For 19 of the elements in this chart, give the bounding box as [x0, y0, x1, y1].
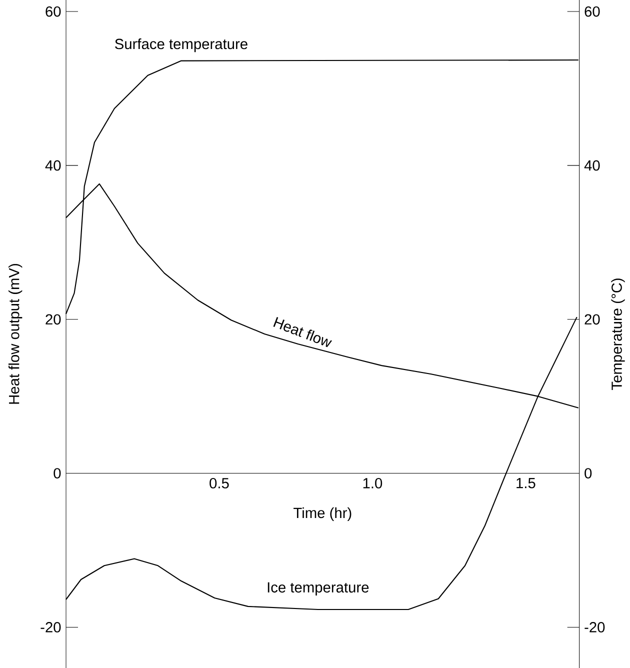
series-label: Ice temperature	[268, 582, 369, 596]
y2-tick-label: 40	[584, 160, 600, 171]
y-tick-label: 60	[46, 6, 61, 17]
y2-tick-label: 0	[584, 468, 592, 478]
y2-tick-label: 20	[584, 314, 600, 325]
y2-tick-label: -20	[584, 622, 605, 632]
y-axis-title: Heat flow output (mV)	[8, 264, 22, 404]
y2-tick-label: 60	[584, 6, 600, 17]
x-axis-title: Time (hr)	[294, 507, 352, 521]
x-tick-label: 1.5	[516, 478, 536, 488]
text: Heat flow	[273, 317, 332, 348]
x-tick-label: 1.0	[363, 478, 382, 488]
y-tick-label: 40	[45, 160, 61, 171]
y2-axis-title: Temperature (°C)	[611, 278, 625, 390]
y-tick-label: 20	[46, 314, 61, 325]
y-tick-label: 0	[54, 468, 61, 478]
y-tick-label: -20	[40, 622, 61, 632]
series-label: Surface temperature	[115, 38, 248, 52]
x-tick-label: 0.5	[210, 478, 229, 488]
